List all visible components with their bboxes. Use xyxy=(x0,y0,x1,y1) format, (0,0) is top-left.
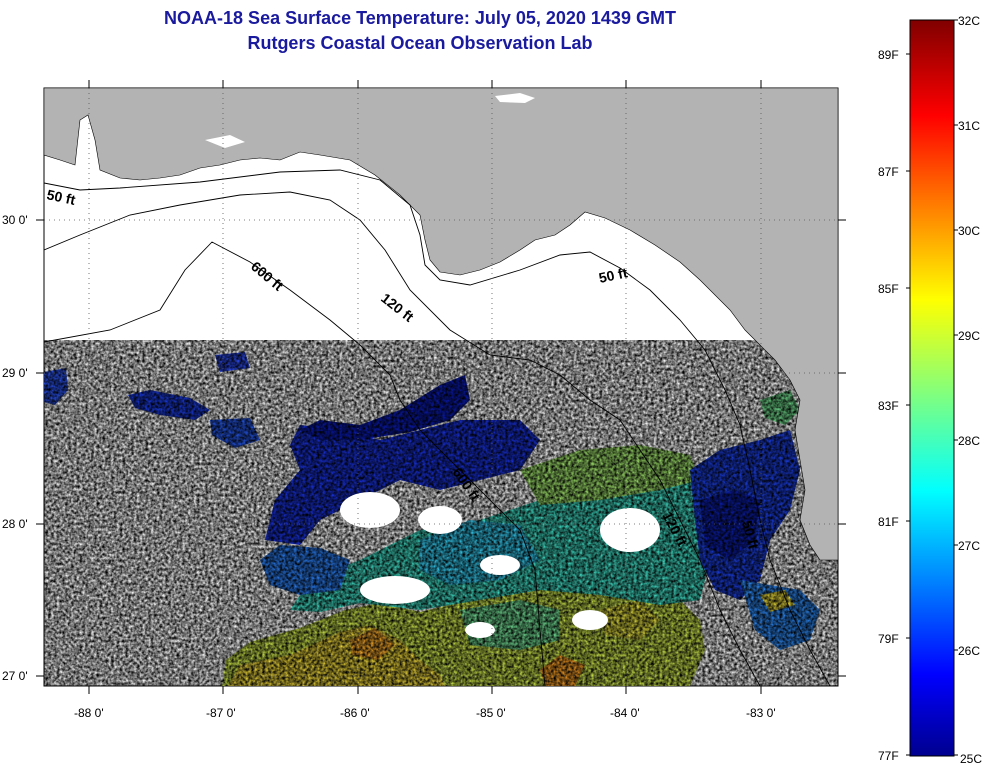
lon-label: -83 0' xyxy=(746,706,776,720)
celsius-label: 29C xyxy=(958,329,980,343)
lon-label: -85 0' xyxy=(476,706,506,720)
temperature-colorbar: 32C 31C 30C 29C 28C 27C 26C 25C 89F 87F … xyxy=(878,14,982,766)
lat-label: 27 0' xyxy=(2,669,28,683)
fahrenheit-label: 89F xyxy=(878,48,899,62)
celsius-label: 27C xyxy=(958,539,980,553)
fahrenheit-label: 83F xyxy=(878,399,899,413)
title-line-2: Rutgers Coastal Ocean Observation Lab xyxy=(247,33,593,53)
contour-label-50ft-east: 50 ft xyxy=(739,519,762,551)
colorbar-scale xyxy=(909,19,955,757)
fahrenheit-label: 81F xyxy=(878,515,899,529)
map-title: NOAA-18 Sea Surface Temperature: July 05… xyxy=(0,6,840,56)
fahrenheit-label: 77F xyxy=(878,749,899,763)
fahrenheit-label: 87F xyxy=(878,165,899,179)
celsius-label: 32C xyxy=(958,14,980,28)
axis-ticks xyxy=(36,80,846,694)
land-florida-alabama xyxy=(44,88,838,561)
fahrenheit-label: 85F xyxy=(878,282,899,296)
contour-label-50ft-bigbend: 50 ft xyxy=(597,264,629,286)
sst-data-layer xyxy=(44,340,838,686)
lat-label: 30 0' xyxy=(2,213,28,227)
celsius-label: 26C xyxy=(958,644,980,658)
colorbar-fahrenheit-labels: 89F 87F 85F 83F 81F 79F 77F xyxy=(878,48,899,763)
lon-label: -88 0' xyxy=(74,706,104,720)
lon-label: -86 0' xyxy=(340,706,370,720)
longitude-labels: -88 0' -87 0' -86 0' -85 0' -84 0' -83 0… xyxy=(74,706,776,720)
contour-label-50ft-west: 50 ft xyxy=(45,186,77,208)
lat-label: 29 0' xyxy=(2,366,28,380)
lat-label: 28 0' xyxy=(2,517,28,531)
lon-label: -84 0' xyxy=(610,706,640,720)
celsius-label: 25C xyxy=(960,752,982,766)
map-panel: 50 ft 600 ft 120 ft 50 ft 600 ft 120 ft … xyxy=(2,80,846,720)
fahrenheit-label: 79F xyxy=(878,632,899,646)
latitude-labels: 30 0' 29 0' 28 0' 27 0' xyxy=(2,213,28,683)
title-line-1: NOAA-18 Sea Surface Temperature: July 05… xyxy=(164,8,676,28)
celsius-label: 30C xyxy=(958,224,980,238)
colorbar-celsius-labels: 32C 31C 30C 29C 28C 27C 26C 25C xyxy=(958,14,982,766)
celsius-label: 28C xyxy=(958,434,980,448)
lon-label: -87 0' xyxy=(206,706,236,720)
celsius-label: 31C xyxy=(958,119,980,133)
bathymetry-contours xyxy=(44,169,831,686)
